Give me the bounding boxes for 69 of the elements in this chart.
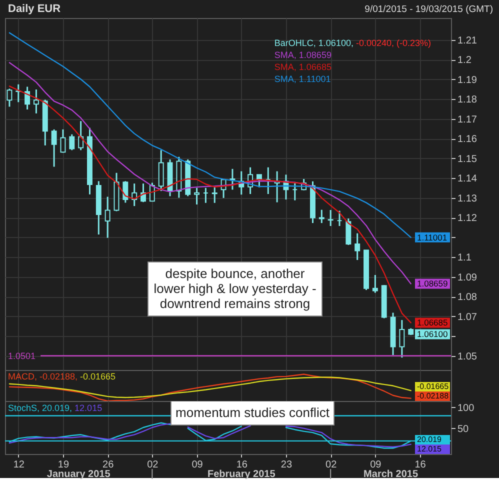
x-tick-label: 16: [414, 460, 426, 470]
candlestick: [60, 128, 66, 154]
candlestick: [372, 274, 378, 294]
candlestick: [346, 218, 352, 246]
candlestick: [212, 186, 218, 204]
y-tick-label: 1.15: [458, 154, 478, 165]
text: 12.015: [74, 403, 102, 413]
y-tick-label: 1.19: [458, 74, 478, 86]
x-tick-label: 19: [58, 460, 70, 470]
candlestick: [24, 86, 30, 110]
x-tick-label: 23: [280, 460, 292, 470]
text: SMA, 1.08659: [274, 50, 332, 60]
candlestick: [158, 149, 164, 192]
text: -0.01665: [80, 372, 116, 382]
data-label: 20.019: [417, 434, 442, 444]
y-tick-label: 1.07: [458, 312, 478, 323]
text: SMA, 1.06685: [274, 62, 332, 72]
x-tick-label: 26: [102, 460, 114, 470]
y-tick-label: 1.08: [458, 292, 478, 304]
data-label: 12.015: [417, 444, 442, 454]
y-tick-label: 1.1: [458, 252, 472, 264]
candlestick: [78, 120, 84, 151]
candlestick: [354, 232, 360, 261]
y-tick-label: 1.05: [458, 351, 478, 362]
y-tick-label: 1.17: [458, 114, 478, 126]
x-tick-label: 09: [370, 460, 382, 470]
candlestick: [230, 168, 236, 190]
annotation: despite bounce, another lower high & low yesterday - downtrend remains strong: [154, 266, 316, 311]
chart-subtitle: 9/01/2015 - 19/03/2015 (GMT): [364, 4, 493, 15]
annotation: -0.02188: [417, 391, 450, 400]
candlestick: [399, 319, 405, 358]
y-tick-label: 1.12: [458, 213, 478, 224]
line-series: [8, 86, 412, 324]
candlestick: [328, 209, 334, 227]
y-tick-label: 1.18: [458, 94, 478, 106]
text: January 2015: [46, 469, 111, 480]
candlestick: [33, 88, 39, 114]
y-tick-label: 1.13: [458, 193, 478, 204]
annotation: -0.00240, (-0.23%): [356, 38, 432, 48]
candlestick: [318, 209, 324, 224]
candlestick: [51, 128, 57, 168]
candlestick: [69, 134, 75, 151]
x-tick-label: 02: [147, 460, 159, 470]
x-tick-label: 09: [192, 460, 204, 470]
text: BarOHLC, 1.06100,: [274, 38, 354, 48]
y-tick-label: 1.21: [458, 35, 478, 46]
chart-title: Daily EUR: [8, 3, 61, 15]
candlestick: [194, 187, 200, 206]
y-tick-label: 1.2: [458, 55, 472, 66]
text: February 2015: [207, 469, 276, 480]
y-tick-label: 100: [458, 402, 475, 414]
y-tick-label: 1.09: [458, 272, 478, 284]
annotation: momentum studies conflict: [176, 405, 330, 420]
annotation: -0.01665: [417, 382, 450, 391]
candlestick: [6, 88, 12, 108]
x-tick-label: 12: [13, 460, 25, 470]
text: March 2015: [364, 469, 418, 480]
series-label: MACD, -0.02188,: [8, 372, 78, 382]
x-tick-label: 16: [236, 460, 248, 470]
text: SMA, 1.11001: [274, 74, 331, 84]
candlestick: [104, 196, 110, 239]
y-tick-label: 1.14: [458, 174, 478, 185]
candlestick: [122, 180, 128, 204]
text: StochS, 20.019,: [8, 403, 72, 413]
y-tick-label: 50: [458, 424, 470, 435]
x-tick-label: 02: [326, 460, 338, 470]
y-tick-label: 1.16: [458, 134, 478, 146]
line-series: [8, 62, 412, 284]
ref-line-label: 1.0501: [8, 350, 36, 361]
